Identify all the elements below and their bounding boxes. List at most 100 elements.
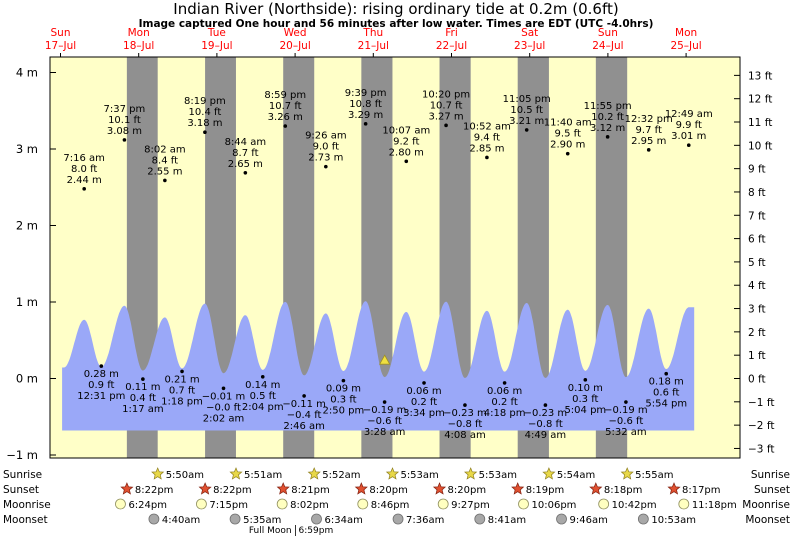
tide-metres: 3.27 m xyxy=(428,111,463,122)
y-right-tick-label: 2 ft xyxy=(748,327,766,339)
y-right-tick-label: 1 ft xyxy=(748,350,766,362)
y-right-tick-label: 6 ft xyxy=(748,234,766,246)
low-tide-point xyxy=(341,378,346,383)
tide-ft: 10.5 ft xyxy=(510,105,543,116)
moonrise-time: 8:46pm xyxy=(371,500,410,511)
tide-time: 5:04 pm xyxy=(564,405,606,416)
tide-ft: −0.4 ft xyxy=(287,410,322,421)
high-tide-point xyxy=(163,178,167,183)
high-tide-point xyxy=(444,123,448,128)
sunrise-icon xyxy=(229,467,243,480)
tide-metres: 2.95 m xyxy=(631,136,666,147)
tide-metres: −0.19 m xyxy=(604,405,648,416)
tide-ft: 9.2 ft xyxy=(393,136,419,147)
high-tide-label: 12:32 pm9.7 ft2.95 m xyxy=(625,114,673,152)
almanac-row-label-right: Sunrise xyxy=(751,469,790,481)
tide-time: 11:40 am xyxy=(544,118,592,129)
day-name-label: Mon xyxy=(128,27,150,39)
moonrise-time: 9:27pm xyxy=(451,500,490,511)
low-tide-point xyxy=(99,364,104,368)
y-right-tick-label: 10 ft xyxy=(748,140,772,152)
high-tide-point xyxy=(646,148,651,152)
tide-time: 5:54 pm xyxy=(645,399,687,410)
high-tide-point xyxy=(243,170,248,175)
tide-ft: 10.7 ft xyxy=(269,101,302,112)
low-tide-label: −0.23 m−0.8 ft4:08 am xyxy=(443,403,487,441)
sunset-time: 8:17pm xyxy=(682,485,721,496)
full-moon-label: Full Moon xyxy=(249,526,292,536)
tide-time: 3:34 pm xyxy=(403,408,445,419)
y-right-tick-label: 8 ft xyxy=(748,187,766,199)
moonset-icon xyxy=(637,513,649,525)
tide-ft: 9.7 ft xyxy=(636,125,662,136)
day-date-label: 23–Jul xyxy=(514,40,545,52)
sunrise-icon xyxy=(151,467,165,480)
tide-ft: 9.4 ft xyxy=(474,132,500,143)
tide-metres: 0.06 m xyxy=(487,386,522,397)
tide-time: 2:50 pm xyxy=(323,406,365,417)
tide-time: 7:16 am xyxy=(63,153,105,164)
low-tide-point xyxy=(221,386,226,391)
y-left-tick-label: 1 m xyxy=(16,295,38,309)
day-date-label: 19–Jul xyxy=(201,40,232,52)
day-name-label: Thu xyxy=(362,27,383,39)
tide-time: 12:49 am xyxy=(665,109,713,120)
tide-time: 7:37 pm xyxy=(104,104,146,115)
tide-time: 8:02 am xyxy=(144,144,186,155)
low-tide-point xyxy=(583,378,588,382)
low-tide-label: −0.11 m−0.4 ft2:46 am xyxy=(282,394,326,432)
day-name-label: Sat xyxy=(521,27,538,39)
sunrise-icon xyxy=(542,467,556,480)
sunrise-time: 5:53am xyxy=(479,470,517,481)
high-tide-point xyxy=(363,122,368,126)
low-tide-point xyxy=(260,374,265,379)
low-tide-label: 0.14 m0.5 ft2:04 pm xyxy=(242,374,284,413)
moonset-time: 8:41am xyxy=(488,515,526,526)
sunset-icon xyxy=(511,482,525,495)
tide-metres: −0.11 m xyxy=(282,399,326,410)
moonset-icon xyxy=(148,513,160,525)
low-tide-label: −0.01 m−0.0 ft2:02 am xyxy=(202,386,245,424)
low-tide-label: 0.06 m0.2 ft3:34 pm xyxy=(403,381,445,419)
y-right-tick-label: −3 ft xyxy=(748,443,774,455)
tide-ft: 8.7 ft xyxy=(232,148,258,159)
sunrise-icon xyxy=(620,467,634,480)
sunset-time: 8:18pm xyxy=(604,485,643,496)
day-date-label: 17–Jul xyxy=(45,40,76,52)
tide-ft: 0.3 ft xyxy=(330,395,356,406)
tide-time: 11:55 pm xyxy=(584,101,632,112)
tide-time: 2:46 am xyxy=(283,421,325,432)
plot-frame xyxy=(49,56,741,459)
tide-time: 4:18 pm xyxy=(484,408,526,419)
high-tide-point xyxy=(605,135,610,139)
tide-metres: 3.01 m xyxy=(671,131,706,142)
high-tide-point xyxy=(122,138,127,142)
tide-ft: 0.7 ft xyxy=(169,385,195,396)
tide-time: 10:20 pm xyxy=(422,89,470,100)
y-right-tick-label: 4 ft xyxy=(748,280,766,292)
low-tide-point xyxy=(463,403,467,407)
high-tide-point xyxy=(404,159,409,164)
tide-ft: 10.2 ft xyxy=(591,112,624,123)
tide-ft: 10.4 ft xyxy=(189,107,222,118)
tide-time: 5:32 am xyxy=(605,427,647,438)
moonrise-icon xyxy=(276,498,288,510)
high-tide-label: 12:49 am9.9 ft3.01 m xyxy=(665,109,713,148)
high-tide-label: 8:44 am8.7 ft2.65 m xyxy=(225,137,266,175)
high-tide-label: 11:40 am9.5 ft2.90 m xyxy=(544,118,592,156)
tide-metres: 3.12 m xyxy=(590,123,625,134)
tide-metres: −0.23 m xyxy=(524,408,568,419)
sunset-icon xyxy=(354,482,368,495)
day-date-label: 20–Jul xyxy=(279,40,310,52)
moonrise-time: 10:42pm xyxy=(612,500,657,511)
tide-metres: 2.55 m xyxy=(147,166,182,177)
moonset-time: 5:35am xyxy=(243,515,281,526)
tide-ft: 0.9 ft xyxy=(88,380,114,391)
sunrise-time: 5:50am xyxy=(166,470,204,481)
tide-ft: 9.0 ft xyxy=(313,142,339,153)
